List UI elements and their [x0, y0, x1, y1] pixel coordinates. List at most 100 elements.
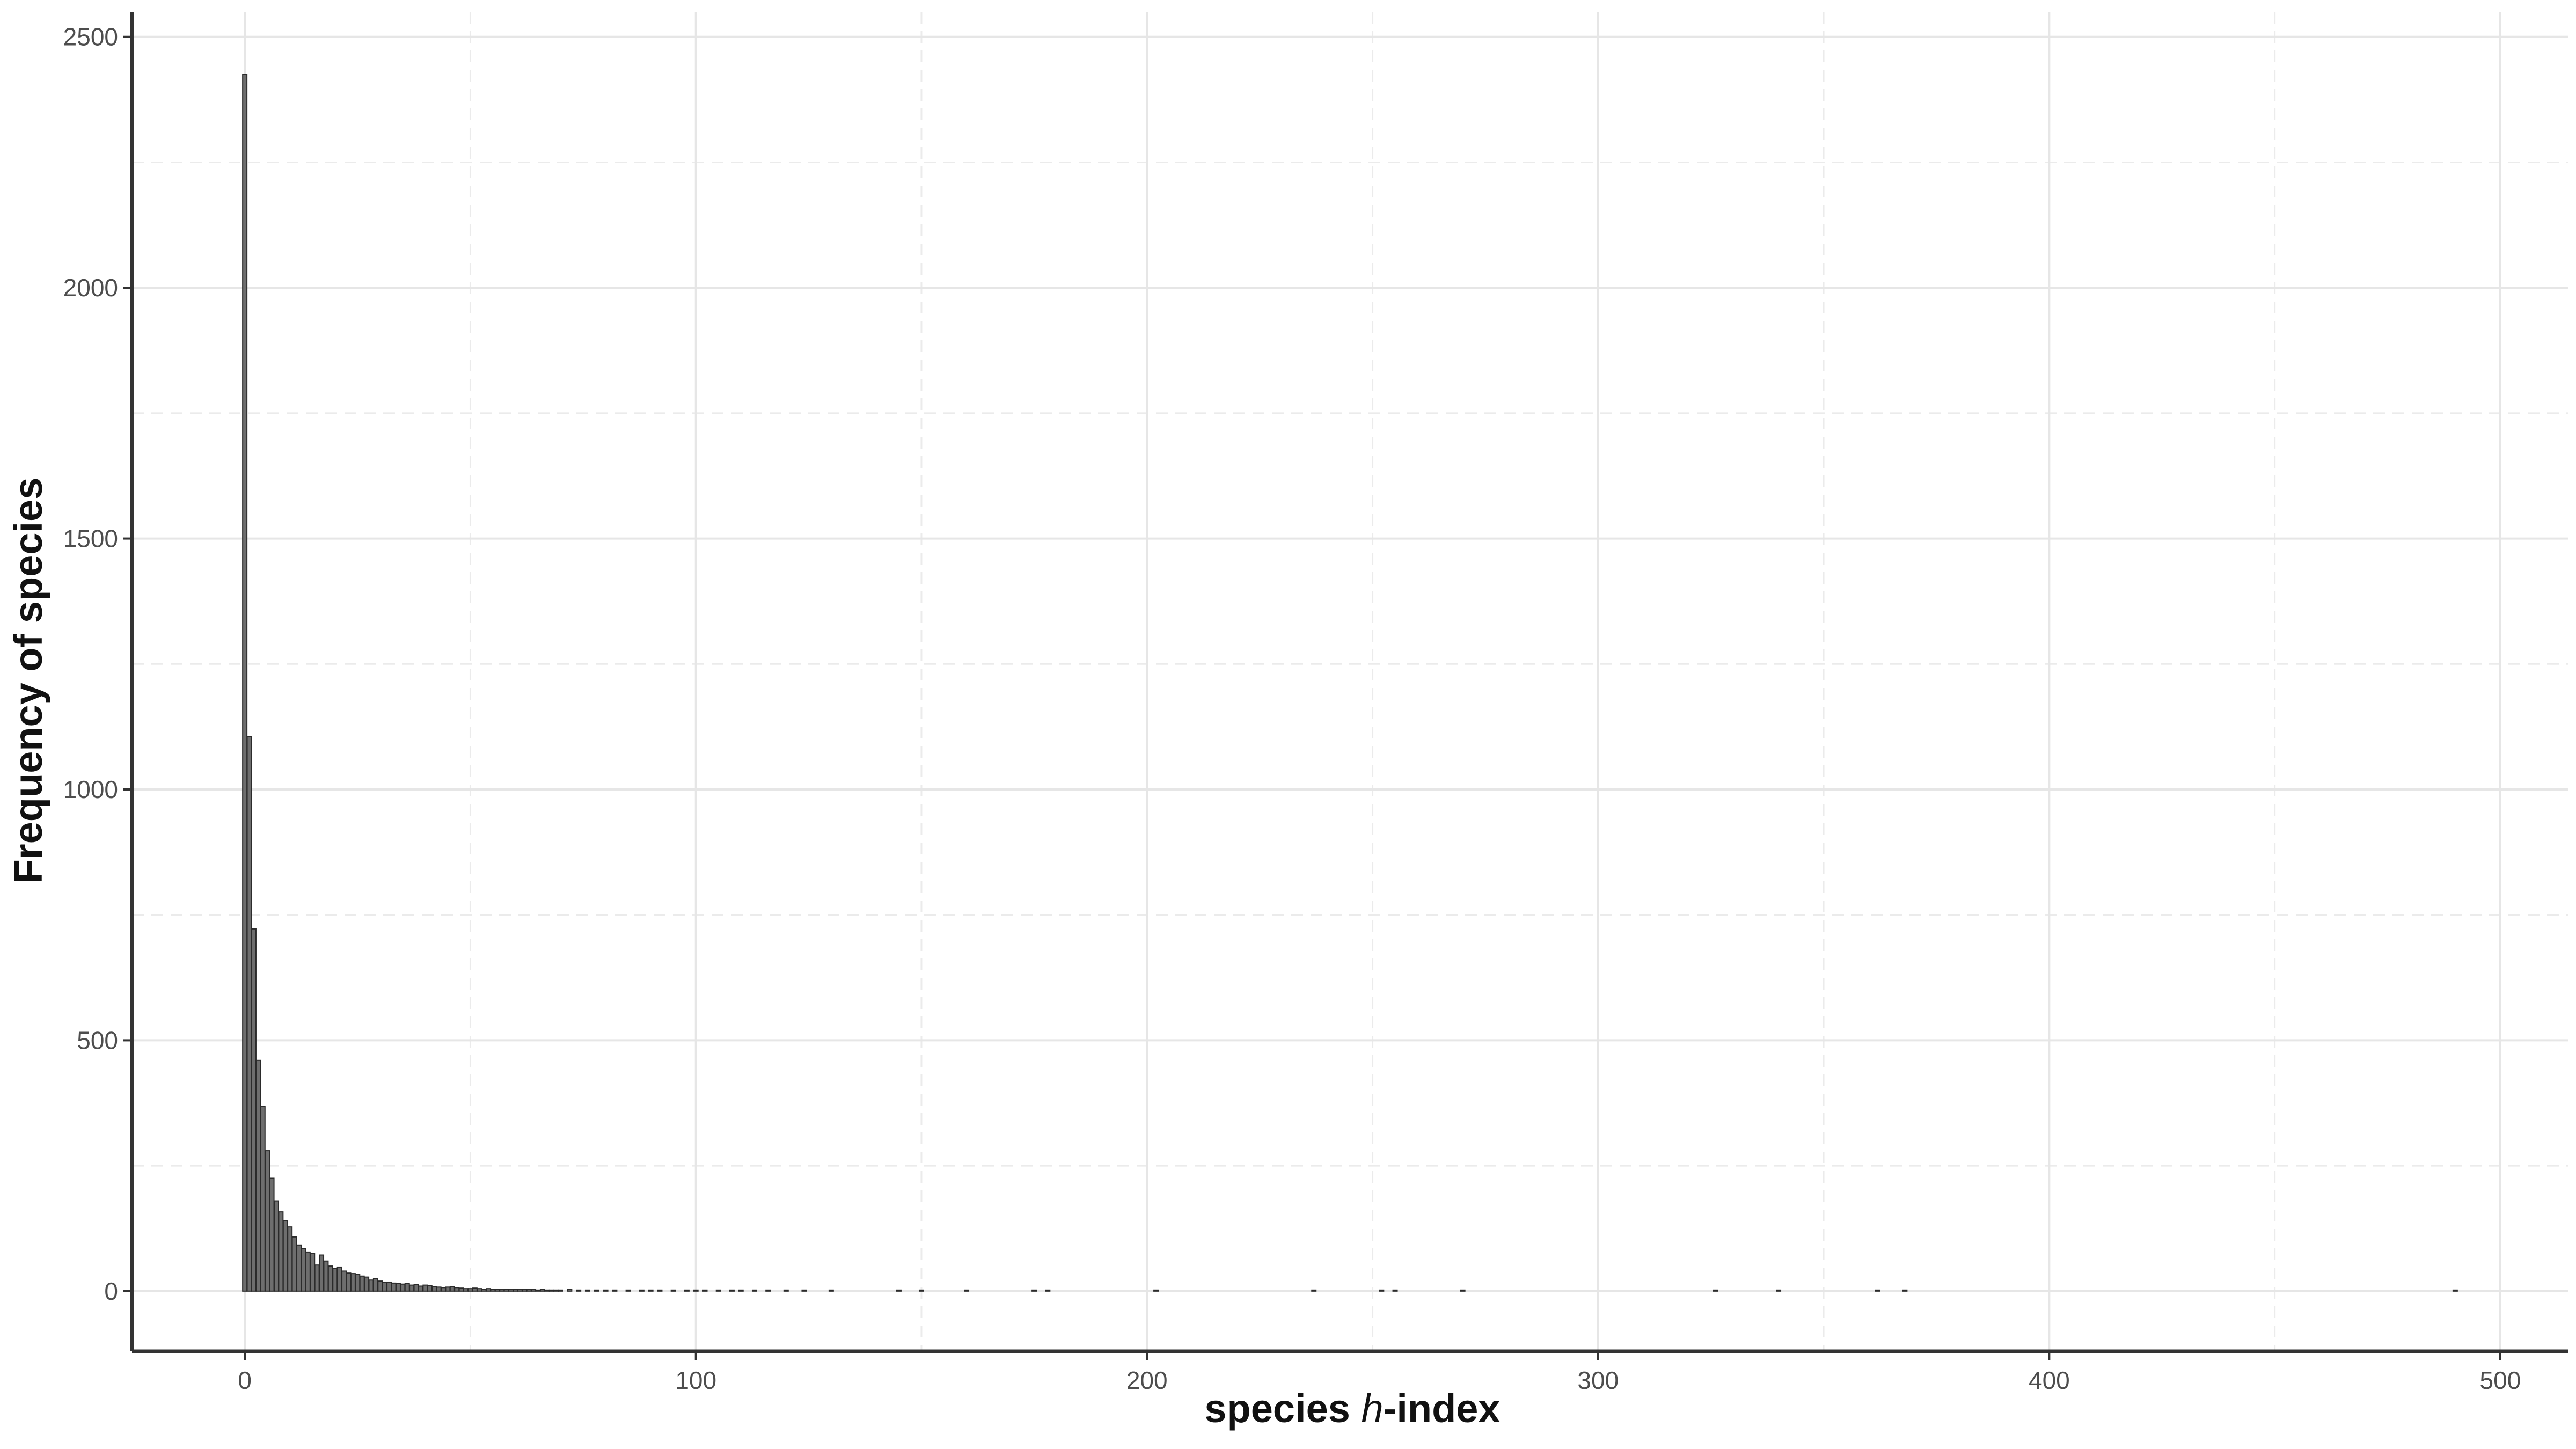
histogram-bar	[422, 1284, 428, 1292]
histogram-bar	[418, 1285, 423, 1292]
histogram-bar	[305, 1251, 311, 1292]
histogram-bar	[278, 1211, 284, 1292]
histogram-bar	[751, 1289, 757, 1292]
histogram-bar	[544, 1289, 550, 1292]
histogram-bar	[472, 1287, 478, 1292]
histogram-bar	[273, 1200, 279, 1292]
histogram-bar	[382, 1281, 387, 1292]
histogram-bar	[639, 1289, 645, 1292]
histogram-bar	[1875, 1289, 1880, 1292]
axis-layer: 0 100 200 300 400 500 0 500 1000 1500 2000 2500	[63, 12, 2568, 1394]
histogram-bar	[251, 928, 257, 1292]
histogram-bar	[336, 1266, 342, 1292]
histogram-bar	[355, 1274, 361, 1292]
histogram-bar	[291, 1236, 297, 1292]
histogram-bar	[314, 1264, 320, 1292]
histogram-bar	[1031, 1289, 1037, 1292]
histogram-bar	[463, 1288, 469, 1292]
histogram-bar	[386, 1281, 392, 1292]
histogram-bar	[1311, 1289, 1317, 1292]
y-tick-label: 500	[77, 1026, 118, 1054]
histogram-bar	[603, 1289, 609, 1292]
histogram-bar	[377, 1280, 383, 1292]
histogram-bar	[413, 1284, 419, 1292]
histogram-bar	[517, 1289, 523, 1292]
histogram-bar	[648, 1289, 654, 1292]
histogram-bar	[296, 1244, 302, 1292]
y-axis-title: Frequency of species	[6, 478, 50, 884]
histogram-bar	[364, 1276, 370, 1292]
histogram-bar	[553, 1289, 559, 1292]
histogram-bar	[499, 1289, 505, 1292]
histogram-bar	[440, 1287, 446, 1292]
histogram-bar	[332, 1268, 338, 1292]
histogram-bar	[558, 1289, 564, 1292]
y-tick-label: 1000	[63, 775, 118, 803]
histogram-bar	[323, 1260, 329, 1292]
histogram-bar	[395, 1283, 401, 1292]
histogram-bar	[535, 1289, 541, 1292]
histogram-bar	[282, 1220, 288, 1292]
histogram-bar	[346, 1272, 352, 1292]
bar-layer	[242, 74, 2458, 1292]
histogram-bar	[341, 1270, 347, 1292]
histogram-bar	[783, 1289, 789, 1292]
histogram-bar	[477, 1288, 482, 1292]
histogram-bar	[576, 1289, 582, 1292]
histogram-bar	[1392, 1289, 1398, 1292]
histogram-bar	[1713, 1289, 1718, 1292]
histogram-bar	[327, 1265, 333, 1292]
histogram-bar	[310, 1253, 316, 1292]
histogram-bar	[513, 1289, 518, 1292]
y-tick-label: 2500	[63, 23, 118, 51]
histogram-bar	[1460, 1289, 1466, 1292]
histogram-bar	[454, 1287, 460, 1292]
histogram-bar	[1902, 1289, 1908, 1292]
histogram-bar	[729, 1289, 735, 1292]
histogram-bar	[738, 1289, 744, 1292]
histogram-bar	[508, 1289, 514, 1292]
histogram-bar	[359, 1275, 365, 1292]
histogram-bar	[431, 1286, 437, 1292]
histogram-bar	[265, 1150, 270, 1292]
histogram-bar	[409, 1284, 415, 1292]
histogram-bar	[481, 1289, 487, 1292]
y-tick-label: 1500	[63, 525, 118, 553]
histogram-bar	[625, 1289, 631, 1292]
histogram-bar	[612, 1289, 618, 1292]
histogram-bar	[246, 736, 252, 1292]
histogram-bar	[539, 1289, 545, 1292]
histogram-bar	[684, 1289, 690, 1292]
histogram-bar	[918, 1289, 924, 1292]
histogram-bar	[490, 1289, 496, 1292]
histogram-bar	[715, 1289, 721, 1292]
histogram-bar	[372, 1278, 378, 1292]
histogram-bar	[494, 1289, 500, 1292]
histogram-bar	[458, 1287, 464, 1292]
x-tick-label: 200	[1126, 1366, 1168, 1394]
histogram-bar	[594, 1289, 599, 1292]
histogram-bar	[449, 1286, 455, 1292]
histogram-bar	[584, 1289, 590, 1292]
histogram-bar	[1153, 1289, 1159, 1292]
histogram-bar	[1045, 1289, 1051, 1292]
histogram-bar	[1776, 1289, 1782, 1292]
histogram-bar	[702, 1289, 708, 1292]
histogram-bar	[1379, 1289, 1385, 1292]
histogram-bar	[445, 1286, 451, 1292]
histogram-bar	[526, 1289, 532, 1292]
histogram-bar	[467, 1288, 473, 1292]
x-tick-label: 500	[2480, 1366, 2521, 1394]
histogram-bar	[350, 1273, 356, 1292]
x-tick-label: 0	[238, 1366, 252, 1394]
histogram-bar	[828, 1289, 834, 1292]
x-axis-title-suffix: -index	[1384, 1386, 1501, 1431]
x-axis-title: species h-index	[1204, 1386, 1500, 1431]
histogram-bar	[896, 1289, 902, 1292]
histogram-bar	[670, 1289, 676, 1292]
y-tick-label: 0	[104, 1277, 118, 1305]
histogram-bar	[287, 1226, 293, 1292]
histogram-bar	[301, 1248, 306, 1292]
